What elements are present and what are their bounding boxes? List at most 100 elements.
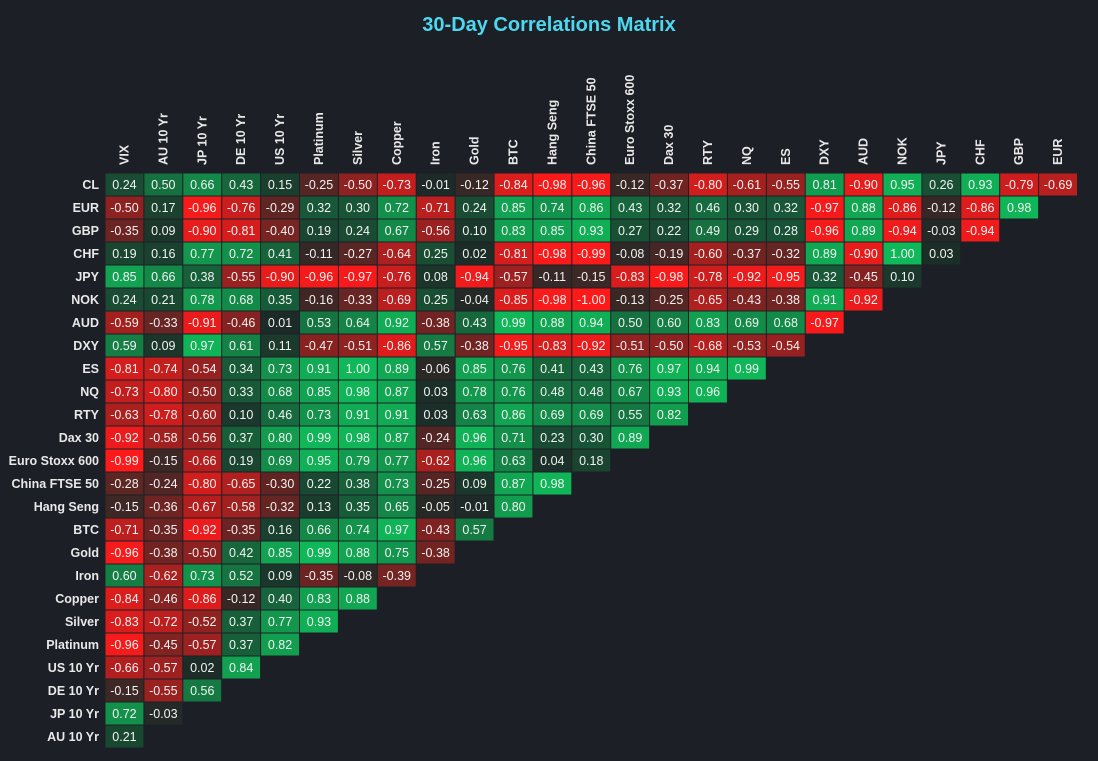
heatmap-cell: [883, 196, 922, 219]
heatmap-cell: [533, 311, 572, 334]
column-label: US 10 Yr: [273, 114, 287, 165]
cell-value-label: 0.76: [501, 385, 525, 399]
heatmap-cell: [494, 196, 533, 219]
heatmap-cell: [222, 357, 261, 380]
cell-value-label: -0.15: [110, 500, 139, 514]
heatmap-cell: [533, 219, 572, 242]
heatmap-cell: [105, 265, 144, 288]
heatmap-cell: [183, 219, 222, 242]
heatmap-cell: [183, 173, 222, 196]
cell-value-label: 0.69: [735, 316, 759, 330]
heatmap-cell: [727, 219, 766, 242]
cell-value-label: -0.30: [266, 477, 295, 491]
heatmap-cell: [261, 196, 299, 219]
cell-value-label: 0.32: [812, 270, 836, 284]
heatmap-cell: [222, 288, 261, 311]
cell-value-label: 0.50: [618, 316, 642, 330]
cell-value-label: -0.99: [110, 454, 139, 468]
heatmap-cell: [183, 449, 222, 472]
heatmap-cell: [650, 334, 688, 357]
heatmap-cell: [377, 495, 416, 518]
heatmap-cell: [494, 265, 533, 288]
cell-value-label: -0.73: [383, 178, 412, 192]
cell-value-label: -0.40: [266, 224, 295, 238]
cell-value-label: 0.82: [657, 408, 681, 422]
heatmap-cell: [766, 219, 805, 242]
heatmap-cell: [300, 564, 338, 587]
cell-value-label: -0.47: [305, 339, 334, 353]
heatmap-cell: [533, 357, 572, 380]
heatmap-cell: [689, 357, 727, 380]
cell-value-label: 0.08: [423, 270, 447, 284]
heatmap-cell: [261, 219, 299, 242]
cell-value-label: 0.89: [812, 247, 836, 261]
cell-value-label: -0.55: [149, 684, 178, 698]
cell-value-label: -0.95: [499, 339, 528, 353]
heatmap-cell: [377, 564, 416, 587]
heatmap-cell: [144, 426, 183, 449]
heatmap-cell: [261, 242, 299, 265]
cell-value-label: -0.50: [110, 201, 139, 215]
row-label: NQ: [80, 385, 99, 399]
cell-value-label: -0.69: [1044, 178, 1073, 192]
cell-value-label: -0.83: [110, 615, 139, 629]
cell-value-label: 0.77: [385, 454, 409, 468]
heatmap-cell: [572, 311, 611, 334]
cell-value-label: 0.63: [501, 454, 525, 468]
cell-value-label: 0.24: [346, 224, 370, 238]
heatmap-cell: [144, 219, 183, 242]
heatmap-cell: [300, 288, 338, 311]
heatmap-cell: [377, 380, 416, 403]
cell-value-label: 0.85: [112, 270, 136, 284]
row-label: NOK: [71, 293, 99, 307]
heatmap-cell: [455, 472, 494, 495]
heatmap-cell: [766, 196, 805, 219]
heatmap-cell: [300, 196, 338, 219]
heatmap-cell: [572, 288, 611, 311]
heatmap-cell: [222, 633, 261, 656]
cell-value-label: 0.10: [229, 408, 253, 422]
cell-value-label: 0.89: [851, 224, 875, 238]
cell-value-label: -0.76: [227, 201, 256, 215]
cell-value-label: -0.38: [421, 316, 450, 330]
heatmap-cell: [183, 472, 222, 495]
heatmap-cell: [494, 472, 533, 495]
column-label: RTY: [701, 139, 715, 165]
heatmap-cell: [533, 265, 572, 288]
heatmap-cell: [455, 196, 494, 219]
cell-value-label: 0.52: [229, 569, 253, 583]
heatmap-cell: [338, 196, 377, 219]
cell-value-label: 0.21: [151, 293, 175, 307]
heatmap-cell: [183, 311, 222, 334]
cell-value-label: -0.56: [421, 224, 450, 238]
heatmap-cell: [455, 518, 494, 541]
column-label: AU 10 Yr: [156, 113, 170, 165]
cell-value-label: -0.54: [772, 339, 801, 353]
heatmap-cell: [183, 656, 222, 679]
cell-value-label: 0.85: [501, 201, 525, 215]
heatmap-cell: [572, 242, 611, 265]
row-label: BTC: [73, 523, 99, 537]
cell-value-label: 0.91: [307, 362, 331, 376]
cell-value-label: 0.88: [540, 316, 564, 330]
cell-value-label: 0.37: [229, 615, 253, 629]
heatmap-cell: [183, 288, 222, 311]
heatmap-cell: [572, 426, 611, 449]
heatmap-cell: [533, 334, 572, 357]
heatmap-cell: [455, 403, 494, 426]
cell-value-label: -0.45: [149, 638, 178, 652]
heatmap-cell: [105, 679, 144, 702]
heatmap-cell: [689, 196, 727, 219]
cell-value-label: 0.55: [618, 408, 642, 422]
cell-value-label: -0.90: [188, 224, 217, 238]
heatmap-cell: [727, 242, 766, 265]
heatmap-cell: [300, 495, 338, 518]
cell-value-label: 0.66: [151, 270, 175, 284]
cell-value-label: 0.98: [346, 431, 370, 445]
heatmap-cell: [805, 288, 844, 311]
heatmap-cell: [144, 334, 183, 357]
cell-value-label: -0.92: [110, 431, 139, 445]
column-label: ES: [779, 148, 793, 165]
cell-value-label: -0.94: [888, 224, 917, 238]
cell-value-label: -0.95: [772, 270, 801, 284]
